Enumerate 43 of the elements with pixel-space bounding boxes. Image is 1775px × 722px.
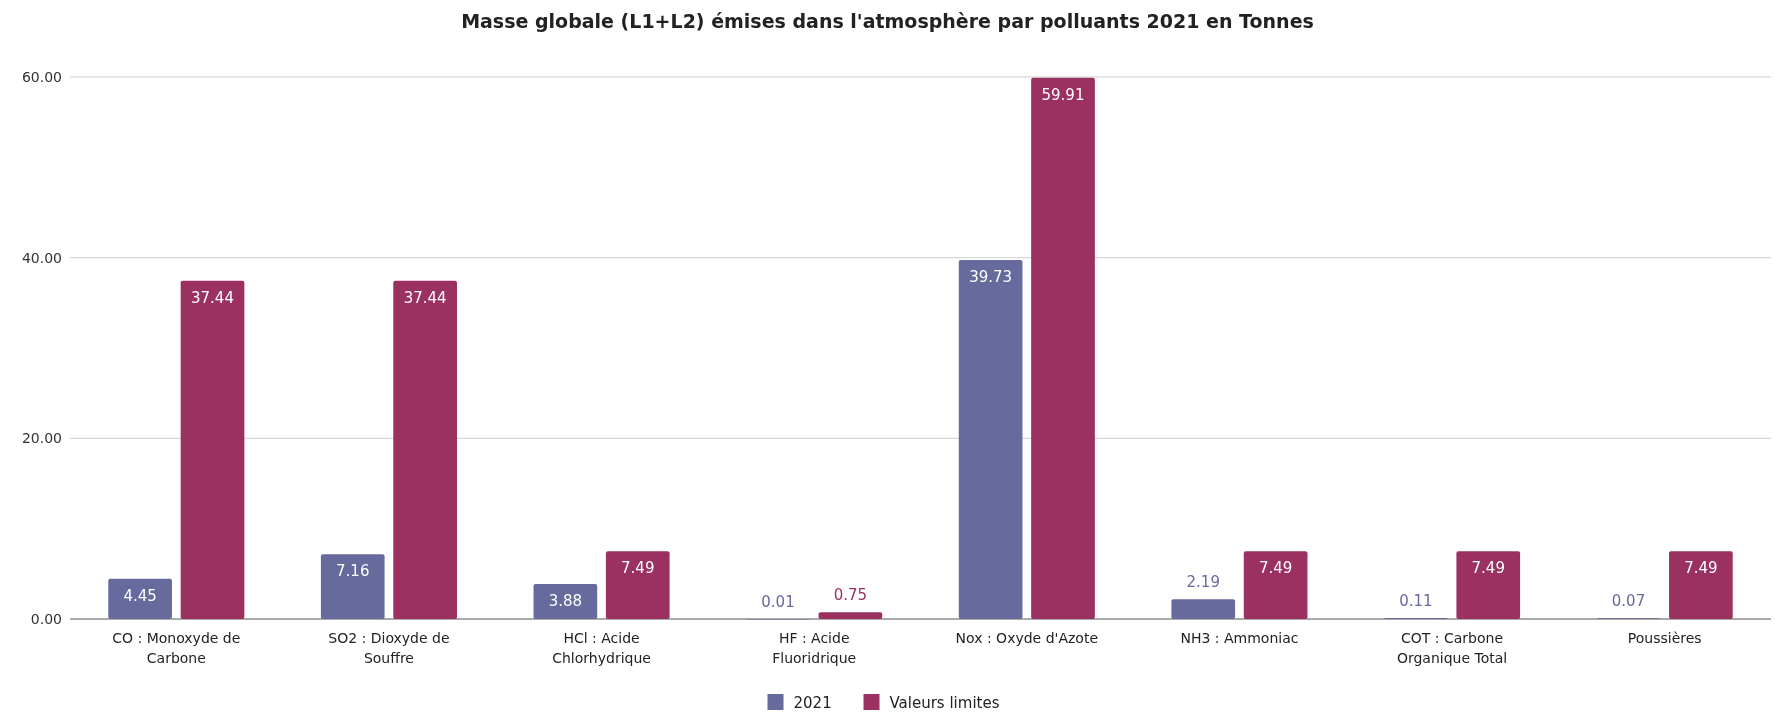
y-tick-label: 0.00	[30, 611, 62, 627]
data-label: 4.45	[123, 586, 157, 605]
data-label: 0.11	[1399, 592, 1433, 611]
bar	[818, 612, 883, 619]
data-label: 37.44	[403, 288, 447, 307]
x-tick-label: Nox : Oxyde d'Azote	[955, 630, 1099, 646]
data-label: 7.49	[1684, 559, 1718, 578]
x-tick-label: HCl : Acide Chlorhydrique	[552, 630, 651, 666]
data-label: 7.16	[336, 562, 370, 581]
x-tick-label: NH3 : Ammoniac	[1180, 630, 1299, 646]
bar	[1456, 551, 1521, 619]
x-tick-label: CO : Monoxyde de Carbone	[112, 630, 241, 666]
data-label: 7.49	[1258, 559, 1293, 578]
chart-title: Masse globale (L1+L2) émises dans l'atmosphère par polluants 2021 en Tonnes	[461, 10, 1314, 32]
bar	[1243, 551, 1308, 619]
bar	[958, 260, 1023, 619]
legend-label: 2021	[793, 694, 832, 712]
bar	[1171, 599, 1236, 619]
x-tick-label: Poussières	[1627, 630, 1702, 646]
data-label: 7.49	[621, 559, 655, 578]
bar	[180, 280, 245, 619]
bar	[1669, 551, 1733, 619]
y-tick-label: 20.00	[21, 430, 62, 447]
y-tick-label: 60.00	[21, 69, 62, 85]
bar	[605, 551, 670, 619]
data-label: 7.49	[1471, 559, 1505, 578]
x-tick-label: COT : Carbone Organique Total	[1396, 630, 1508, 666]
bar	[1031, 77, 1095, 619]
data-label: 39.73	[969, 268, 1013, 287]
bar	[108, 578, 172, 619]
bar	[320, 554, 385, 619]
data-label: 0.07	[1611, 592, 1646, 611]
data-label: 2.19	[1186, 573, 1220, 592]
data-label: 59.91	[1041, 85, 1085, 104]
legend-label: Valeurs limites	[889, 694, 1000, 712]
data-label: 37.44	[191, 288, 234, 307]
bar	[393, 280, 457, 619]
data-label: 0.01	[761, 592, 795, 611]
x-tick-label: SO2 : Dioxyde de Souffre	[328, 630, 450, 666]
data-label: 3.88	[548, 591, 583, 610]
data-label: 0.75	[833, 586, 868, 605]
y-tick-label: 40.00	[21, 249, 62, 266]
x-tick-label: HF : Acide Fluoridrique	[772, 630, 857, 666]
